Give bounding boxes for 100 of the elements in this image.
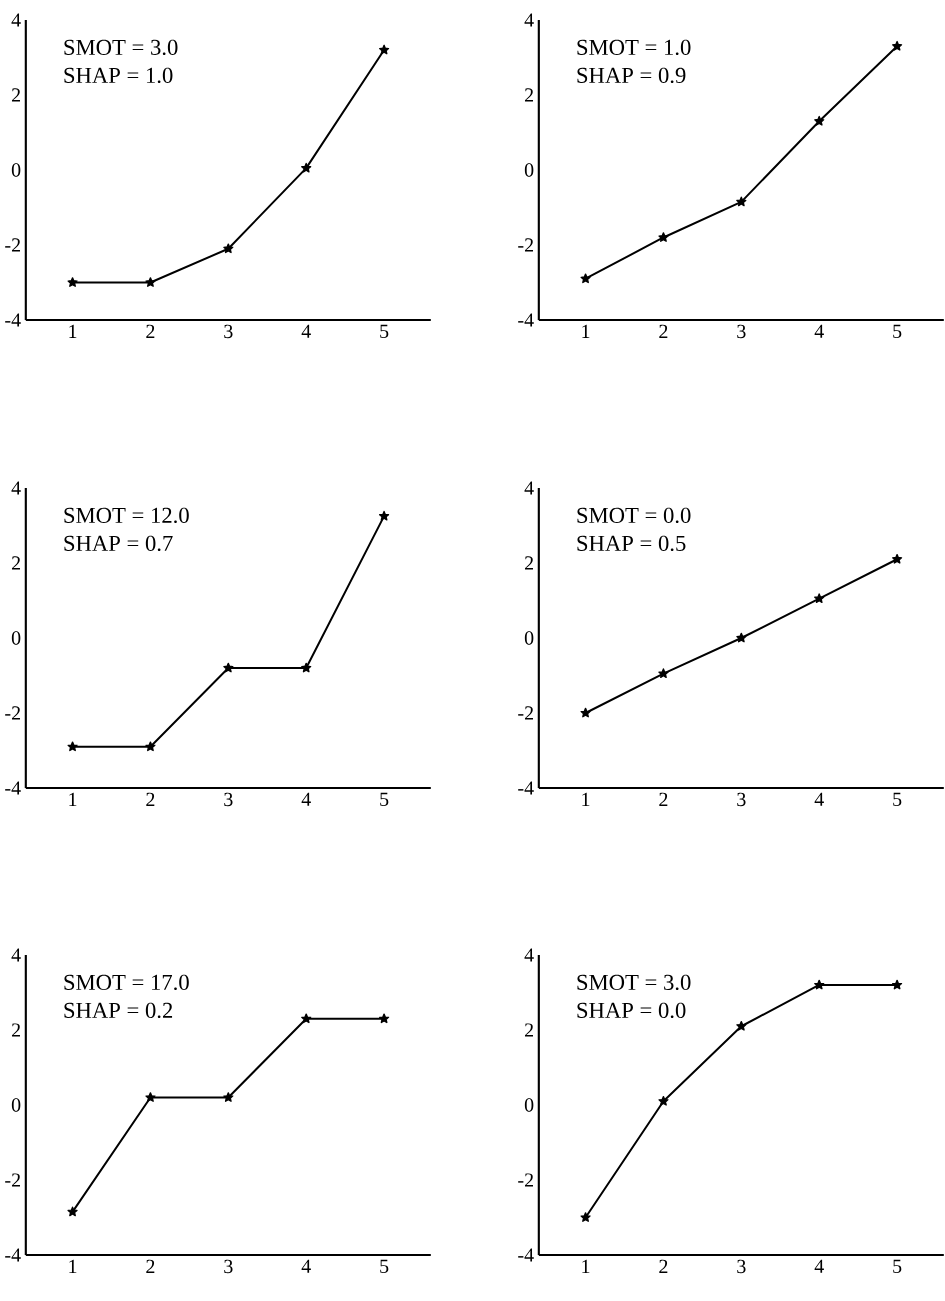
x-tick-label: 4 [814,324,824,338]
point [301,162,312,173]
y-tick-label: 4 [524,13,534,27]
y-tick-label: 0 [11,1098,21,1112]
y-tick-label: -2 [518,1173,534,1187]
point [736,1020,747,1031]
x-tick-label: 3 [737,1259,746,1274]
point [580,707,591,718]
x-tick-label: 5 [380,1259,389,1273]
y-tick-label: -2 [5,1173,21,1187]
point [814,979,825,990]
y-tick-label: 2 [12,1023,21,1037]
point [67,741,78,752]
y-tick-label: -4 [518,313,534,327]
y-tick-label: 4 [524,481,534,495]
x-tick-label: 3 [224,792,233,807]
point [145,741,156,752]
y-tick-label: -4 [5,1248,21,1262]
y-tick-label: -2 [5,238,21,252]
point [814,115,825,126]
annotation: SHAP = 0.9 [577,67,686,84]
y-tick-label: 4 [11,13,21,27]
y-tick-label: -4 [518,1248,534,1262]
annotation: SMOT = 0.0 [577,507,691,524]
y-tick-label: 0 [11,163,21,177]
annotation: SHAP = 0.5 [577,535,686,552]
point [736,632,747,643]
x-tick-label: 3 [224,1259,233,1274]
y-tick-label: 0 [11,631,21,645]
y-tick-label: 0 [524,631,534,645]
annotation: SHAP = 0.2 [64,1002,173,1019]
y-tick-label: 2 [525,1023,534,1037]
y-tick-label: 4 [11,481,21,495]
x-tick-label: 2 [146,792,155,806]
annotation: SMOT = 1.0 [577,39,691,56]
x-tick-label: 1 [69,1259,77,1273]
y-tick-label: 4 [524,948,534,962]
x-tick-label: 5 [380,792,389,806]
point [379,510,390,521]
point [580,273,591,284]
point [223,1092,234,1102]
annotation: SMOT = 17.0 [64,974,189,991]
x-tick-label: 1 [69,792,77,806]
point [67,277,78,287]
x-tick-label: 5 [893,324,902,338]
point [658,1095,669,1106]
y-tick-label: -4 [518,781,534,795]
x-tick-label: 2 [659,792,668,806]
point [658,668,669,679]
point [67,1206,78,1217]
annotation: SHAP = 0.7 [64,535,173,552]
x-tick-label: 4 [814,1259,824,1273]
x-tick-label: 2 [146,324,155,338]
x-tick-label: 2 [659,324,668,338]
x-tick-label: 1 [582,1259,590,1273]
x-tick-label: 1 [582,792,590,806]
point [145,277,156,287]
point [379,44,390,55]
x-tick-label: 5 [893,792,902,806]
point [892,40,903,51]
x-tick-label: 5 [380,324,389,338]
y-tick-label: -2 [518,238,534,252]
point [379,1013,390,1024]
x-tick-label: 2 [659,1259,668,1273]
point [301,662,312,673]
y-tick-label: 2 [12,556,21,570]
point [892,553,903,564]
annotation: SHAP = 0.0 [577,1002,686,1019]
point [658,232,669,242]
y-tick-label: 0 [524,163,534,177]
point [580,1212,591,1222]
point [145,1092,156,1102]
y-tick-label: 4 [11,948,21,962]
x-tick-label: 4 [301,324,311,338]
x-tick-label: 3 [737,324,746,339]
x-tick-label: 2 [146,1259,155,1273]
annotation: SMOT = 3.0 [577,974,691,991]
x-tick-label: 1 [582,324,590,338]
point [814,593,825,604]
y-tick-label: 2 [525,88,534,102]
annotation: SMOT = 12.0 [64,507,189,524]
y-tick-label: 2 [12,88,21,102]
point [736,196,747,207]
x-tick-label: 4 [301,792,311,806]
x-tick-label: 4 [301,1259,311,1273]
annotation: SMOT = 3.0 [64,39,178,56]
y-tick-label: -2 [518,706,534,720]
x-tick-label: 5 [893,1259,902,1273]
annotation: SHAP = 1.0 [64,67,173,84]
y-tick-label: -4 [5,313,21,327]
y-tick-label: 0 [524,1098,534,1112]
x-tick-label: 4 [814,792,824,806]
y-tick-label: -2 [5,706,21,720]
point [223,662,234,673]
x-tick-label: 1 [69,324,77,338]
x-tick-label: 3 [737,792,746,807]
point [301,1013,312,1024]
point [892,979,903,990]
y-tick-label: -4 [5,781,21,795]
y-tick-label: 2 [525,556,534,570]
